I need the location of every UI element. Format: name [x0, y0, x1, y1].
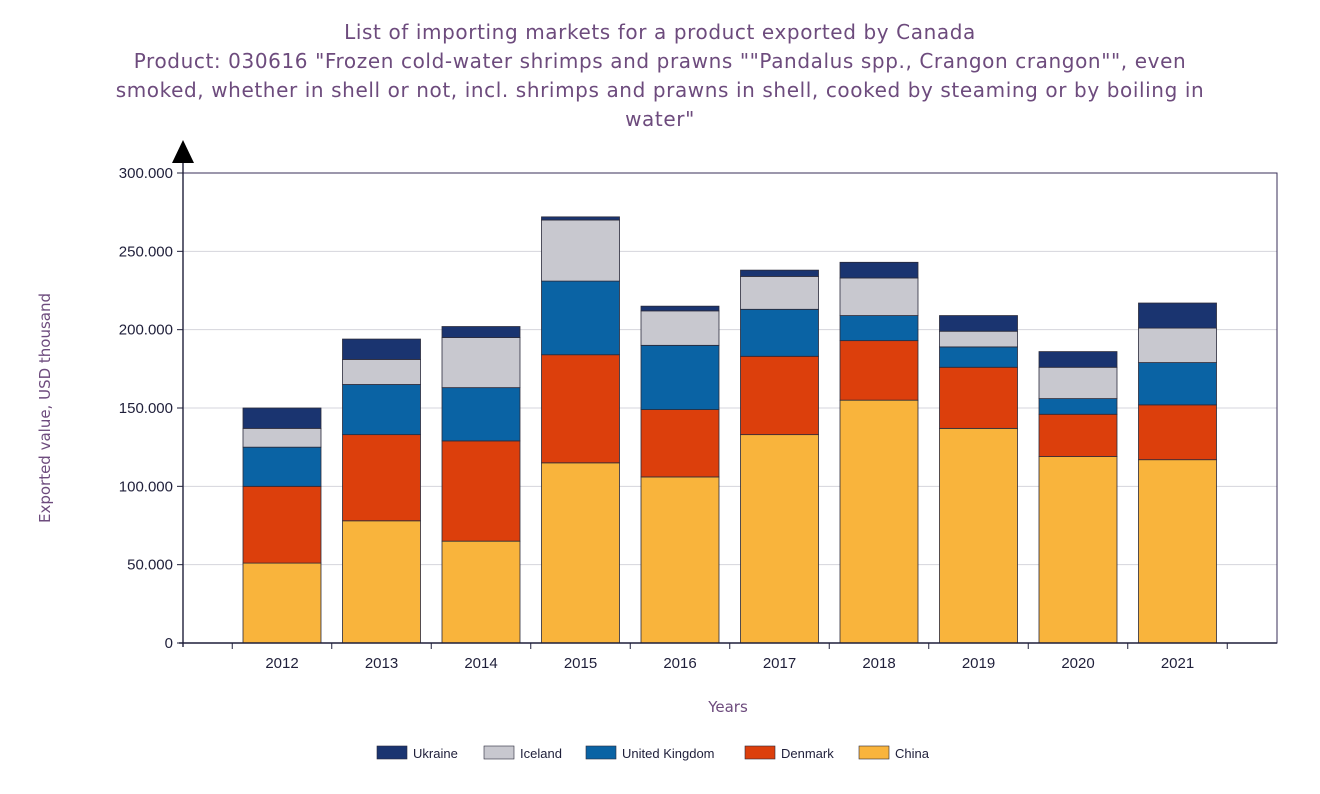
bar-segment-2012-0 [242, 562, 322, 644]
x-tick-label-2021: 2021 [1161, 655, 1194, 672]
y-tick-label-1: 50.000 [127, 557, 173, 574]
bar-segment-2019-4 [939, 315, 1018, 332]
bar-segment-2021-2 [1138, 362, 1217, 406]
bar-segment-2016-2 [640, 344, 720, 410]
x-tick-label-2015: 2015 [564, 655, 597, 672]
chart-title-line-1: List of importing markets for a product … [344, 20, 976, 44]
bar-segment-2017-0 [740, 434, 819, 644]
y-tick-label-4: 200.000 [119, 322, 173, 339]
bar-segment-2016-0 [640, 476, 720, 644]
bar-segment-2012-1 [242, 485, 322, 564]
bar-segment-2016-1 [640, 409, 720, 478]
x-tick-label-2017: 2017 [763, 655, 796, 672]
bar-segment-2013-1 [342, 434, 421, 522]
bar-segment-2012-2 [242, 446, 322, 487]
bar-segment-2017-1 [740, 355, 819, 436]
legend-swatch-4 [858, 745, 890, 760]
bar-segment-2012-3 [242, 427, 322, 448]
x-tick-label-2013: 2013 [365, 655, 398, 672]
bar-segment-2020-1 [1038, 413, 1118, 457]
bar-segment-2018-1 [839, 340, 919, 401]
bar-segment-2020-3 [1038, 366, 1118, 399]
bar-segment-2013-0 [342, 520, 421, 644]
legend-label-3: Denmark [781, 746, 834, 761]
bar-segment-2016-4 [640, 305, 720, 312]
bar-segment-2015-4 [541, 216, 620, 221]
legend-label-2: United Kingdom [622, 746, 715, 761]
bar-segment-2012-4 [242, 407, 322, 429]
chart-title: List of importing markets for a product … [40, 18, 1280, 134]
chart-title-line-3: smoked, whether in shell or not, incl. s… [115, 78, 1205, 102]
bar-segment-2019-2 [939, 346, 1018, 368]
bar-segment-2015-3 [541, 219, 620, 282]
bar-segment-2019-3 [939, 330, 1018, 348]
bar-segment-2018-4 [839, 261, 919, 279]
legend-swatch-3 [744, 745, 776, 760]
y-tick-label-0: 0 [165, 635, 173, 652]
legend-swatch-1 [483, 745, 515, 760]
x-tick-label-2012: 2012 [265, 655, 298, 672]
bar-segment-2015-2 [541, 280, 620, 356]
x-tick-label-2016: 2016 [663, 655, 696, 672]
bar-segment-2021-3 [1138, 327, 1217, 363]
bar-segment-2019-1 [939, 366, 1018, 429]
y-axis-title: Exported value, USD thousand [36, 293, 54, 523]
bar-segment-2015-1 [541, 354, 620, 464]
x-tick-label-2020: 2020 [1061, 655, 1094, 672]
x-tick-label-2019: 2019 [962, 655, 995, 672]
bar-segment-2014-1 [441, 440, 521, 542]
legend-label-0: Ukraine [413, 746, 458, 761]
bar-segment-2021-1 [1138, 404, 1217, 461]
legend-label-4: China [895, 746, 930, 761]
y-tick-label-5: 250.000 [119, 243, 173, 260]
bar-segment-2017-4 [740, 269, 819, 277]
y-axis-arrow-icon [172, 140, 194, 163]
x-axis-title: Years [707, 698, 748, 716]
tick-labels: 2012 2013 2014 2015 2016 2017 2018 2019 2020 2021… [119, 165, 1194, 672]
bar-segment-2018-2 [839, 315, 919, 342]
bars [242, 216, 1217, 644]
bar-segment-2021-0 [1138, 459, 1217, 644]
chart-title-line-4: water" [625, 107, 695, 131]
bar-segment-2020-2 [1038, 398, 1118, 415]
bar-segment-2017-2 [740, 308, 819, 357]
x-tick-label-2014: 2014 [464, 655, 497, 672]
bar-segment-2020-0 [1038, 456, 1118, 644]
axes [172, 140, 1278, 649]
y-tick-label-6: 300.000 [119, 165, 173, 182]
y-tick-label-3: 150.000 [119, 400, 173, 417]
y-tick-label-2: 100.000 [119, 478, 173, 495]
bar-segment-2013-3 [342, 359, 421, 385]
bar-segment-2018-3 [839, 277, 919, 316]
bar-segment-2015-0 [541, 462, 620, 644]
bar-segment-2013-4 [342, 338, 421, 360]
bar-segment-2013-2 [342, 384, 421, 436]
bar-segment-2014-2 [441, 387, 521, 442]
bar-segment-2014-3 [441, 337, 521, 389]
x-tick-label-2018: 2018 [862, 655, 895, 672]
bar-segment-2016-3 [640, 310, 720, 346]
bar-segment-2014-4 [441, 326, 521, 338]
bar-segment-2019-0 [939, 427, 1018, 644]
bar-segment-2017-3 [740, 275, 819, 310]
chart-title-line-2: Product: 030616 "Frozen cold-water shrim… [133, 49, 1187, 73]
bar-segment-2014-0 [441, 540, 521, 644]
bar-segment-2021-4 [1138, 302, 1217, 329]
legend-label-1: Iceland [520, 746, 562, 761]
bar-segment-2018-0 [839, 399, 919, 644]
bar-segment-2020-4 [1038, 351, 1118, 368]
legend-swatch-0 [376, 745, 408, 760]
legend: Ukraine Iceland United Kingdom Denmark China [376, 745, 930, 761]
legend-swatch-2 [585, 745, 617, 760]
